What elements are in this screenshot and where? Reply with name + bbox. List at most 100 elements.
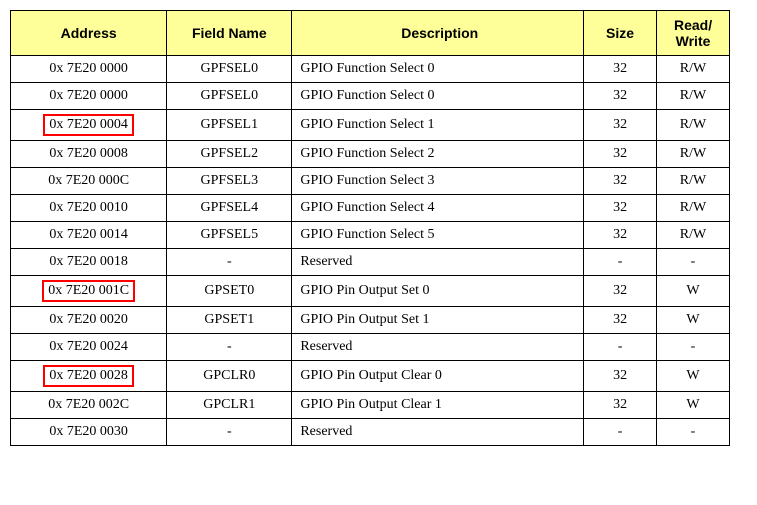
- table-row: 0x 7E20 0030-Reserved--: [11, 419, 730, 446]
- table-row: 0x 7E20 0008 GPFSEL2GPIO Function Select …: [11, 141, 730, 168]
- cell-size: 32: [584, 110, 657, 141]
- cell-read-write: R/W: [657, 110, 730, 141]
- cell-description: Reserved: [292, 419, 584, 446]
- cell-field-name: GPFSEL2: [167, 141, 292, 168]
- table-row: 0x 7E20 0004 GPFSEL1GPIO Function Select …: [11, 110, 730, 141]
- header-size: Size: [584, 11, 657, 56]
- cell-read-write: -: [657, 419, 730, 446]
- cell-size: -: [584, 334, 657, 361]
- cell-read-write: W: [657, 361, 730, 392]
- cell-field-name: GPFSEL5: [167, 222, 292, 249]
- cell-address: 0x 7E20 0000: [11, 56, 167, 83]
- cell-description: GPIO Pin Output Clear 1: [292, 392, 584, 419]
- cell-size: -: [584, 249, 657, 276]
- cell-size: 32: [584, 276, 657, 307]
- header-field-name: Field Name: [167, 11, 292, 56]
- table-row: 0x 7E20 0024-Reserved--: [11, 334, 730, 361]
- address-value: 0x 7E20 0020: [45, 311, 132, 329]
- cell-address: 0x 7E20 000C: [11, 168, 167, 195]
- table-row: 0x 7E20 002C GPCLR1GPIO Pin Output Clear …: [11, 392, 730, 419]
- cell-size: 32: [584, 141, 657, 168]
- address-value-highlighted: 0x 7E20 001C: [42, 280, 135, 302]
- cell-address: 0x 7E20 0020: [11, 307, 167, 334]
- cell-description: GPIO Function Select 1: [292, 110, 584, 141]
- header-read-write-line2: Write: [676, 33, 711, 49]
- address-value-highlighted: 0x 7E20 0004: [43, 114, 134, 136]
- table-row: 0x 7E20 000C GPFSEL3GPIO Function Select …: [11, 168, 730, 195]
- cell-description: Reserved: [292, 334, 584, 361]
- cell-field-name: GPFSEL1: [167, 110, 292, 141]
- table-body: 0x 7E20 0000GPFSEL0GPIO Function Select …: [11, 56, 730, 446]
- address-value: 0x 7E20 002C: [44, 396, 133, 414]
- cell-size: -: [584, 419, 657, 446]
- table-row: 0x 7E20 0020GPSET1GPIO Pin Output Set 13…: [11, 307, 730, 334]
- cell-address: 0x 7E20 0024: [11, 334, 167, 361]
- cell-description: GPIO Function Select 2: [292, 141, 584, 168]
- table-header: Address Field Name Description Size Read…: [11, 11, 730, 56]
- cell-description: GPIO Function Select 3: [292, 168, 584, 195]
- cell-description: GPIO Function Select 5: [292, 222, 584, 249]
- cell-field-name: -: [167, 419, 292, 446]
- cell-size: 32: [584, 222, 657, 249]
- cell-description: Reserved: [292, 249, 584, 276]
- cell-address: 0x 7E20 0030: [11, 419, 167, 446]
- cell-read-write: R/W: [657, 141, 730, 168]
- cell-read-write: W: [657, 392, 730, 419]
- table-row: 0x 7E20 0000 GPFSEL0GPIO Function Select …: [11, 83, 730, 110]
- cell-address: 0x 7E20 0014: [11, 222, 167, 249]
- cell-description: GPIO Function Select 0: [292, 56, 584, 83]
- header-address: Address: [11, 11, 167, 56]
- address-value: 0x 7E20 000C: [44, 172, 133, 190]
- cell-address: 0x 7E20 0028: [11, 361, 167, 392]
- cell-read-write: R/W: [657, 195, 730, 222]
- address-value: 0x 7E20 0018: [45, 253, 132, 271]
- cell-field-name: GPFSEL0: [167, 56, 292, 83]
- table-row: 0x 7E20 0000 GPFSEL0GPIO Function Select …: [11, 56, 730, 83]
- cell-field-name: GPSET0: [167, 276, 292, 307]
- cell-description: GPIO Pin Output Set 0: [292, 276, 584, 307]
- cell-size: 32: [584, 392, 657, 419]
- cell-address: 0x 7E20 001C: [11, 276, 167, 307]
- table-row: 0x 7E20 0010 GPFSEL4GPIO Function Select …: [11, 195, 730, 222]
- address-value: 0x 7E20 0000: [45, 60, 132, 78]
- address-value-highlighted: 0x 7E20 0028: [43, 365, 134, 387]
- address-value: 0x 7E20 0030: [45, 423, 132, 441]
- cell-address: 0x 7E20 0004: [11, 110, 167, 141]
- address-value: 0x 7E20 0008: [45, 145, 132, 163]
- cell-read-write: W: [657, 307, 730, 334]
- cell-read-write: R/W: [657, 83, 730, 110]
- cell-address: 0x 7E20 0018: [11, 249, 167, 276]
- header-read-write: Read/Write: [657, 11, 730, 56]
- cell-address: 0x 7E20 0000: [11, 83, 167, 110]
- cell-read-write: R/W: [657, 56, 730, 83]
- cell-description: GPIO Function Select 4: [292, 195, 584, 222]
- address-value: 0x 7E20 0024: [45, 338, 132, 356]
- cell-read-write: W: [657, 276, 730, 307]
- cell-field-name: -: [167, 334, 292, 361]
- cell-size: 32: [584, 307, 657, 334]
- cell-address: 0x 7E20 0008: [11, 141, 167, 168]
- address-value: 0x 7E20 0000: [45, 87, 132, 105]
- table-row: 0x 7E20 001C GPSET0GPIO Pin Output Set 03…: [11, 276, 730, 307]
- header-description: Description: [292, 11, 584, 56]
- table-row: 0x 7E20 0014GPFSEL5GPIO Function Select …: [11, 222, 730, 249]
- cell-field-name: GPFSEL0: [167, 83, 292, 110]
- cell-field-name: GPFSEL3: [167, 168, 292, 195]
- cell-size: 32: [584, 195, 657, 222]
- cell-size: 32: [584, 83, 657, 110]
- cell-field-name: -: [167, 249, 292, 276]
- cell-address: 0x 7E20 0010: [11, 195, 167, 222]
- cell-field-name: GPCLR0: [167, 361, 292, 392]
- cell-size: 32: [584, 361, 657, 392]
- cell-field-name: GPSET1: [167, 307, 292, 334]
- address-value: 0x 7E20 0010: [45, 199, 132, 217]
- cell-description: GPIO Function Select 0: [292, 83, 584, 110]
- cell-address: 0x 7E20 002C: [11, 392, 167, 419]
- cell-description: GPIO Pin Output Clear 0: [292, 361, 584, 392]
- cell-size: 32: [584, 56, 657, 83]
- register-table: Address Field Name Description Size Read…: [10, 10, 730, 446]
- cell-read-write: -: [657, 249, 730, 276]
- cell-field-name: GPCLR1: [167, 392, 292, 419]
- cell-size: 32: [584, 168, 657, 195]
- cell-field-name: GPFSEL4: [167, 195, 292, 222]
